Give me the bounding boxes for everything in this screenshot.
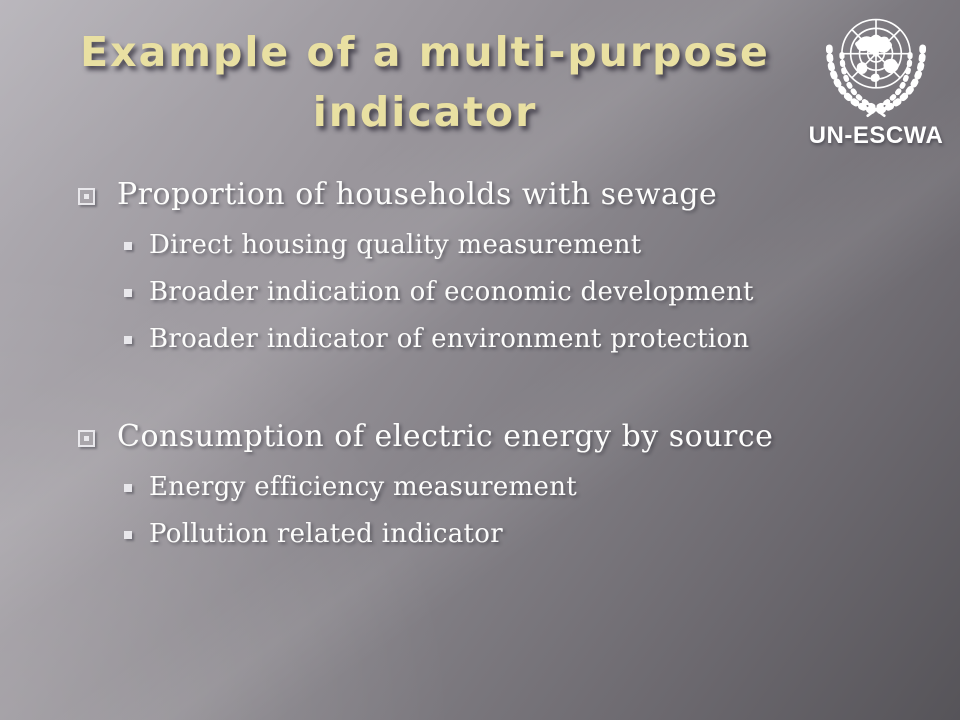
- list-item-level1: Proportion of households with sewage: [78, 176, 930, 214]
- bullet-group-energy: Consumption of electric energy by source…: [78, 418, 930, 551]
- slide-title-line2: indicator: [312, 88, 538, 136]
- list-item-text: Broader indicator of environment protect…: [149, 324, 750, 354]
- list-item-level2: Pollution related indicator: [124, 517, 930, 551]
- un-emblem-icon: [814, 6, 938, 120]
- list-item-text: Broader indication of economic developme…: [149, 277, 754, 307]
- slide-body: Proportion of households with sewage Dir…: [78, 176, 930, 564]
- list-item-level2: Energy efficiency measurement: [124, 470, 930, 504]
- level2-bullet-icon: [124, 289, 132, 297]
- level2-bullet-icon: [124, 531, 132, 539]
- list-item-level2: Broader indication of economic developme…: [124, 275, 930, 309]
- un-logo-block: UN-ESCWA: [800, 6, 952, 150]
- level2-bullet-icon: [124, 242, 132, 250]
- level1-bullet-icon: [78, 187, 95, 205]
- un-escwa-label: UN-ESCWA: [808, 122, 944, 149]
- slide-title: Example of a multi-purpose indicator: [30, 22, 820, 142]
- bullet-group-sewage: Proportion of households with sewage Dir…: [78, 176, 930, 356]
- list-item-text: Direct housing quality measurement: [149, 230, 642, 260]
- slide-title-line1: Example of a multi-purpose: [80, 28, 770, 76]
- list-item-text: Consumption of electric energy by source: [117, 419, 774, 454]
- level1-bullet-icon: [78, 429, 95, 447]
- list-item-level1: Consumption of electric energy by source: [78, 418, 930, 456]
- list-item-level2: Broader indicator of environment protect…: [124, 322, 930, 356]
- list-item-text: Energy efficiency measurement: [149, 472, 577, 502]
- list-item-text: Pollution related indicator: [149, 519, 503, 549]
- list-item-text: Proportion of households with sewage: [117, 177, 718, 212]
- level2-bullet-icon: [124, 484, 132, 492]
- list-item-level2: Direct housing quality measurement: [124, 228, 930, 262]
- level2-bullet-icon: [124, 336, 132, 344]
